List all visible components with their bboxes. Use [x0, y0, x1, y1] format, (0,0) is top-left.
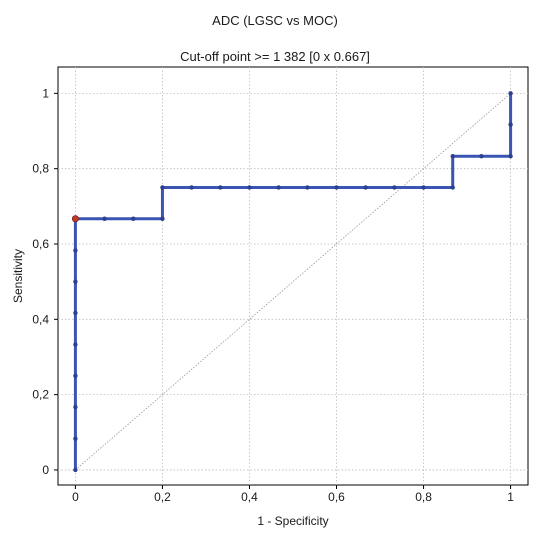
roc-data-point [363, 185, 368, 190]
series [71, 91, 513, 473]
y-tick-label: 0,6 [32, 237, 49, 251]
roc-data-point [73, 342, 78, 347]
roc-data-point [73, 310, 78, 316]
roc-data-point [334, 185, 339, 190]
roc-data-point [305, 185, 310, 190]
roc-data-point [160, 216, 165, 221]
roc-curve-line [73, 93, 513, 470]
roc-data-point [73, 467, 78, 473]
roc-data-point [73, 373, 78, 378]
y-tick-label: 1 [42, 86, 49, 100]
x-tick-label: 0,6 [328, 490, 345, 504]
roc-data-point [131, 216, 136, 221]
x-tick-label: 0 [72, 490, 79, 504]
roc-data-point [73, 248, 78, 253]
roc-data-point [508, 91, 513, 96]
x-tick-label: 1 [507, 490, 514, 504]
roc-data-point [479, 154, 484, 159]
roc-data-point [508, 154, 513, 159]
y-tick-label: 0,8 [32, 162, 49, 176]
chart-subtitle: Cut-off point >= 1 382 [0 x 0.667] [180, 49, 370, 64]
plot-area [57, 66, 529, 486]
y-axis-label: Sensitivity [11, 249, 25, 303]
roc-data-point [73, 436, 78, 441]
roc-data-point [450, 185, 455, 190]
roc-data-point [73, 279, 78, 284]
roc-data-point [421, 185, 426, 190]
roc-data-point [508, 122, 513, 127]
roc-data-point [218, 185, 223, 190]
roc-data-point [247, 185, 252, 190]
chart-title: ADC (LGSC vs MOC) [212, 13, 338, 28]
roc-data-point [102, 216, 107, 221]
x-tick-label: 0,4 [241, 490, 258, 504]
axes: 0 0,2 0,4 0,6 0,8 1 0 0,2 0,4 0,6 0,8 1 [32, 86, 514, 504]
grid-lines [58, 67, 528, 485]
y-tick-label: 0 [42, 463, 49, 477]
x-axis-label: 1 - Specificity [257, 514, 328, 528]
y-tick-label: 0,4 [32, 312, 49, 326]
roc-data-point [450, 154, 455, 159]
roc-data-point [392, 185, 397, 190]
y-tick-label: 0,2 [32, 388, 49, 402]
roc-data-point [276, 185, 281, 190]
roc-data-point [189, 185, 194, 190]
roc-data-point [160, 185, 165, 190]
x-tick-label: 0,8 [415, 490, 432, 504]
roc-data-point [73, 404, 78, 410]
x-tick-label: 0,2 [154, 490, 171, 504]
cutoff-point-marker [71, 215, 79, 223]
